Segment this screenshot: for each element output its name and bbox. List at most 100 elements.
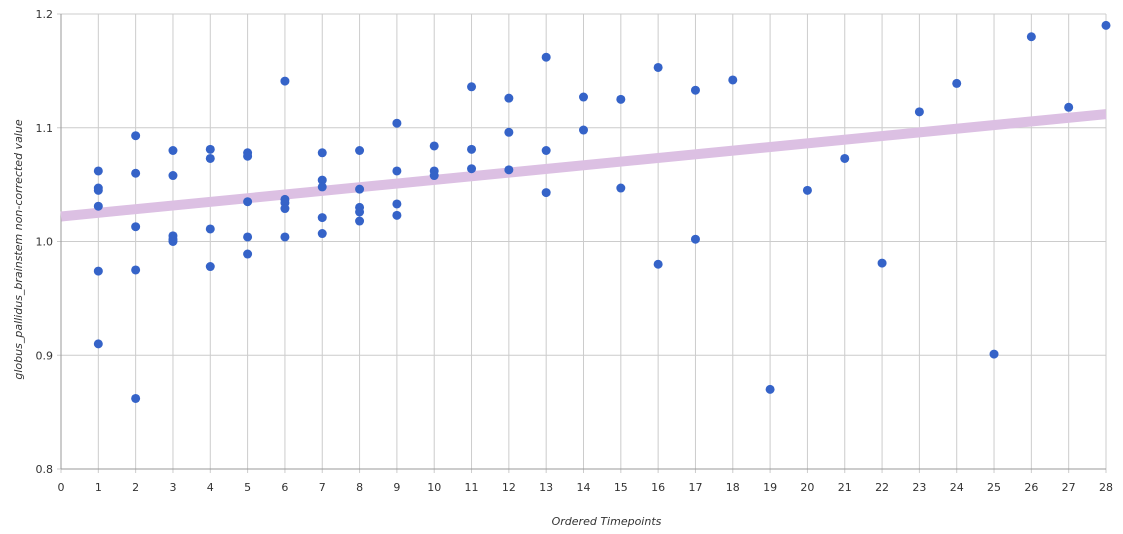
x-axis-ticks: 0 1 2 3 4 5 6 7 8 9 10 11 12 13 14 15 16 17 18 19 20 21 22 23 24… (58, 481, 1114, 494)
data-point (877, 258, 887, 268)
data-point (317, 229, 327, 239)
x-tick-label: 1 (95, 481, 102, 494)
data-point (205, 224, 215, 234)
data-point (168, 237, 178, 246)
y-axis-ticks: 0.8 0.9 1.0 1.1 1.2 (36, 8, 54, 476)
x-tick-label: 7 (319, 481, 326, 494)
data-point (690, 85, 700, 95)
x-tick-label: 2 (132, 481, 139, 494)
data-point (168, 146, 178, 155)
data-point (243, 232, 253, 242)
data-point (467, 144, 477, 154)
y-tick-label: 0.8 (36, 463, 54, 476)
x-tick-label: 27 (1062, 481, 1076, 494)
data-point (1101, 20, 1111, 30)
data-point (690, 234, 700, 244)
data-point (616, 94, 626, 104)
data-point (280, 204, 290, 214)
x-axis-title: Ordered Timepoints (552, 515, 662, 528)
data-point (579, 92, 588, 102)
data-point (355, 216, 365, 226)
data-point (579, 125, 588, 135)
data-point (392, 199, 402, 209)
data-point (317, 148, 327, 158)
x-tick-label: 21 (838, 481, 852, 494)
data-point (243, 151, 253, 161)
data-point (392, 210, 402, 220)
data-point (205, 144, 215, 154)
data-point (131, 222, 141, 232)
data-point (93, 339, 103, 349)
data-point (504, 93, 514, 103)
y-axis-title: globus_pallidus_brainstem non-corrected … (12, 119, 25, 379)
x-tick-label: 24 (950, 481, 964, 494)
data-point (243, 197, 253, 207)
data-point (317, 213, 327, 223)
data-point (541, 188, 551, 198)
data-point (541, 52, 551, 62)
data-point (93, 185, 103, 195)
data-point (653, 259, 663, 269)
data-point (616, 183, 626, 193)
data-point (131, 265, 141, 275)
data-point (168, 171, 178, 181)
x-tick-label: 14 (577, 481, 591, 494)
trend-line (60, 109, 1107, 222)
data-point (989, 349, 999, 359)
x-tick-label: 26 (1024, 481, 1038, 494)
x-tick-label: 16 (651, 481, 665, 494)
data-point (93, 201, 103, 211)
horizontal-gridlines (57, 13, 1106, 470)
data-point (840, 153, 850, 163)
data-point (504, 127, 514, 137)
data-point (467, 82, 477, 92)
data-point (392, 118, 402, 128)
x-tick-label: 10 (427, 481, 441, 494)
data-point (392, 166, 402, 176)
y-tick-label: 1.2 (36, 8, 54, 21)
data-point (317, 175, 327, 185)
x-tick-label: 25 (987, 481, 1001, 494)
x-tick-label: 20 (800, 481, 814, 494)
data-point (802, 185, 812, 195)
data-point (429, 171, 439, 181)
y-tick-label: 0.9 (36, 349, 54, 362)
data-point (355, 146, 365, 155)
data-point (728, 75, 738, 85)
x-tick-label: 6 (281, 481, 288, 494)
data-points (93, 20, 1111, 403)
x-tick-label: 19 (763, 481, 777, 494)
x-tick-label: 22 (875, 481, 889, 494)
x-tick-label: 11 (465, 481, 479, 494)
x-tick-label: 8 (356, 481, 363, 494)
data-point (93, 266, 103, 276)
data-point (243, 249, 253, 259)
data-point (952, 78, 962, 88)
x-tick-label: 3 (169, 481, 176, 494)
data-point (205, 262, 215, 272)
data-point (653, 62, 663, 72)
x-tick-label: 13 (539, 481, 553, 494)
data-point (131, 131, 141, 141)
x-tick-label: 23 (912, 481, 926, 494)
x-tick-label: 9 (393, 481, 400, 494)
data-point (131, 393, 141, 403)
y-tick-label: 1.1 (36, 122, 54, 135)
data-point (914, 107, 924, 117)
data-point (280, 76, 290, 86)
data-point (131, 168, 141, 178)
data-point (355, 207, 365, 217)
data-point (355, 184, 365, 194)
data-point (280, 232, 290, 242)
x-tick-label: 28 (1099, 481, 1113, 494)
data-point (205, 153, 215, 163)
data-point (467, 164, 477, 174)
data-point (93, 166, 103, 176)
x-tick-label: 12 (502, 481, 516, 494)
vertical-gridlines (60, 14, 1107, 473)
data-point (317, 182, 327, 192)
y-tick-label: 1.0 (36, 236, 54, 249)
x-tick-label: 4 (207, 481, 214, 494)
data-point (541, 146, 551, 155)
